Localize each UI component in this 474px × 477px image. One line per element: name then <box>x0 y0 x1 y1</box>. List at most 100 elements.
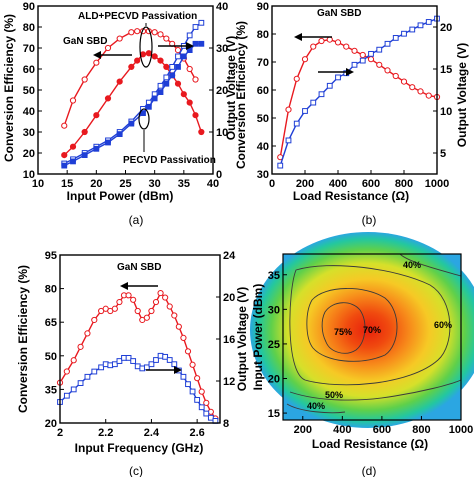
panel-a-ylabel-left: Conversion Efficiency (%) <box>2 14 16 162</box>
contour-75 <box>321 302 366 354</box>
y-left-tick-label: 35 <box>45 384 57 396</box>
x-tick-label: 2 <box>57 427 63 439</box>
panel-b-series-1-point <box>417 22 424 29</box>
panel-b-ylabel-right: Output Voltage (V) <box>455 43 469 147</box>
panel-c-series-1-point <box>203 410 210 417</box>
panel-c-series-0-point <box>70 357 77 364</box>
panel-a-series-1-point <box>116 78 123 85</box>
y-tick-label: 30 <box>268 304 280 316</box>
panel-c-series-0-point <box>171 312 178 319</box>
y-right-tick-label: 40 <box>216 1 228 13</box>
panel-b-axes: 0 200 400 600 800 1000 30 40 50 60 70 80 90 5 10 15 20 <box>257 1 453 190</box>
panel-a-label: (a) <box>129 213 144 227</box>
y-left-tick-label: 50 <box>45 351 57 363</box>
panel-c-series-0-point <box>157 289 164 297</box>
y-right-tick-label: 5 <box>440 148 446 160</box>
panel-c-series-1-point <box>207 414 214 421</box>
panel-b: 0 200 400 600 800 1000 30 40 50 60 70 80 90 5 10 15 20 G… <box>234 1 469 227</box>
x-tick-label: 15 <box>61 178 73 190</box>
panel-c-series-1-point <box>162 353 169 360</box>
x-tick-label: 2.2 <box>98 427 113 439</box>
y-right-tick-label: 10 <box>216 127 228 139</box>
panel-a-series-3-point <box>128 120 135 127</box>
panel-d-axes: 200 400 600 800 1000 15 20 25 30 35 <box>268 270 473 436</box>
panel-a-axes: 10 15 20 25 30 35 40 10 20 30 40 50 60 70 80 90 0 10 20 30 4… <box>23 1 229 190</box>
panel-c-series-0-point <box>116 298 123 306</box>
y-right-tick-label: 0 <box>216 169 222 181</box>
panel-c-series-0-point <box>148 307 155 315</box>
y-left-tick-label: 50 <box>23 85 35 97</box>
panel-b-series-1-point <box>409 26 416 33</box>
panel-a-xlabel: Input Power (dBm) <box>67 189 174 203</box>
panel-b-series-1-point <box>425 19 432 25</box>
x-tick-label: 20 <box>90 178 102 190</box>
panel-b-series-0-point <box>293 75 300 82</box>
panel-b-series-1-point <box>335 74 341 81</box>
y-right-tick-label: 24 <box>223 250 236 262</box>
panel-c-ylabel-right: Output Voltage (V) <box>235 287 249 391</box>
panel-c-series-0-point <box>175 323 182 330</box>
contour-50 <box>289 379 462 401</box>
x-tick-label: 2.6 <box>189 427 204 439</box>
panel-a-series-0-point <box>61 122 68 129</box>
panel-c-annotation-gan-sbd: GaN SBD <box>117 262 161 273</box>
panel-d: 40% 75% 70% 60% 50% 40% 200 400 600 800 1000… <box>250 232 474 477</box>
panel-b-series-1-point <box>293 120 300 127</box>
y-left-tick-label: 30 <box>257 169 269 181</box>
panel-a-series-3-point <box>70 158 76 165</box>
x-tick-label: 800 <box>412 424 430 436</box>
panel-a-series-1-point <box>145 50 152 57</box>
panel-a-series-1-point <box>61 152 68 159</box>
panel-a-series-1-point <box>198 128 205 136</box>
panel-b-series-1-point <box>302 108 308 114</box>
y-right-tick-label: 20 <box>223 292 235 304</box>
panel-a-ylabel-right: Output Voltage (V) <box>224 36 238 140</box>
panel-b-series-1-point <box>376 46 383 53</box>
panel-b-xlabel: Load Resistance (Ω) <box>293 189 409 203</box>
panel-b-series-0-point <box>359 51 366 59</box>
y-tick-label: 20 <box>268 374 280 386</box>
x-tick-label: 35 <box>178 178 190 190</box>
panel-a-series-3-point <box>175 64 181 70</box>
panel-b-series-1-point <box>384 40 391 47</box>
panel-b-series-1-point <box>310 99 317 106</box>
panel-a-series-2-point <box>163 74 170 81</box>
panel-a-series-3-point <box>163 80 170 87</box>
x-tick-label: 10 <box>32 178 44 190</box>
x-tick-label: 600 <box>362 178 380 190</box>
panel-a-series-2-point <box>192 24 199 30</box>
y-left-tick-label: 65 <box>45 317 57 329</box>
panel-a-series-0-point <box>151 29 158 36</box>
panel-c-series-1-point <box>194 397 201 403</box>
y-tick-label: 15 <box>268 408 280 420</box>
y-left-tick-label: 60 <box>23 64 35 76</box>
panel-b-series-0-point <box>384 67 391 74</box>
panel-c-series-0-point <box>63 368 70 375</box>
x-tick-label: 25 <box>119 178 131 190</box>
panel-c-series-0-point <box>194 375 201 382</box>
heatmap-field <box>250 232 474 428</box>
panel-c-series-0-point <box>198 388 205 395</box>
panel-c-series-0-point <box>111 305 118 312</box>
panel-c-xlabel: Input Frequency (GHz) <box>75 441 204 455</box>
panel-a-series-0-point <box>81 76 88 83</box>
panel-b-series-1-line <box>279 17 438 166</box>
panel-a-arrow-right <box>158 42 194 50</box>
y-left-tick-label: 90 <box>257 1 269 13</box>
panel-b-series-0-point <box>301 56 309 63</box>
panel-c-series-1-point <box>148 361 155 368</box>
panel-a-series-1-point <box>69 143 77 150</box>
panel-b-series-0-point <box>367 56 375 63</box>
panel-a-series-0-point <box>104 44 112 52</box>
panel-c-series-1-point <box>70 386 77 393</box>
panel-b-annotation-gan-sbd: GaN SBD <box>317 8 361 19</box>
panel-b-ylabel-left: Conversion Efficiency (%) <box>234 21 248 169</box>
panel-b-series-1-point <box>392 35 399 41</box>
panel-c-series-0-point <box>134 307 141 315</box>
panel-a-series-0-point <box>69 97 77 104</box>
panel-c-label: (c) <box>129 464 143 477</box>
panel-a-arrow-left <box>93 51 132 59</box>
panel-c-arrow-left <box>120 282 158 290</box>
heatmap <box>250 232 474 428</box>
